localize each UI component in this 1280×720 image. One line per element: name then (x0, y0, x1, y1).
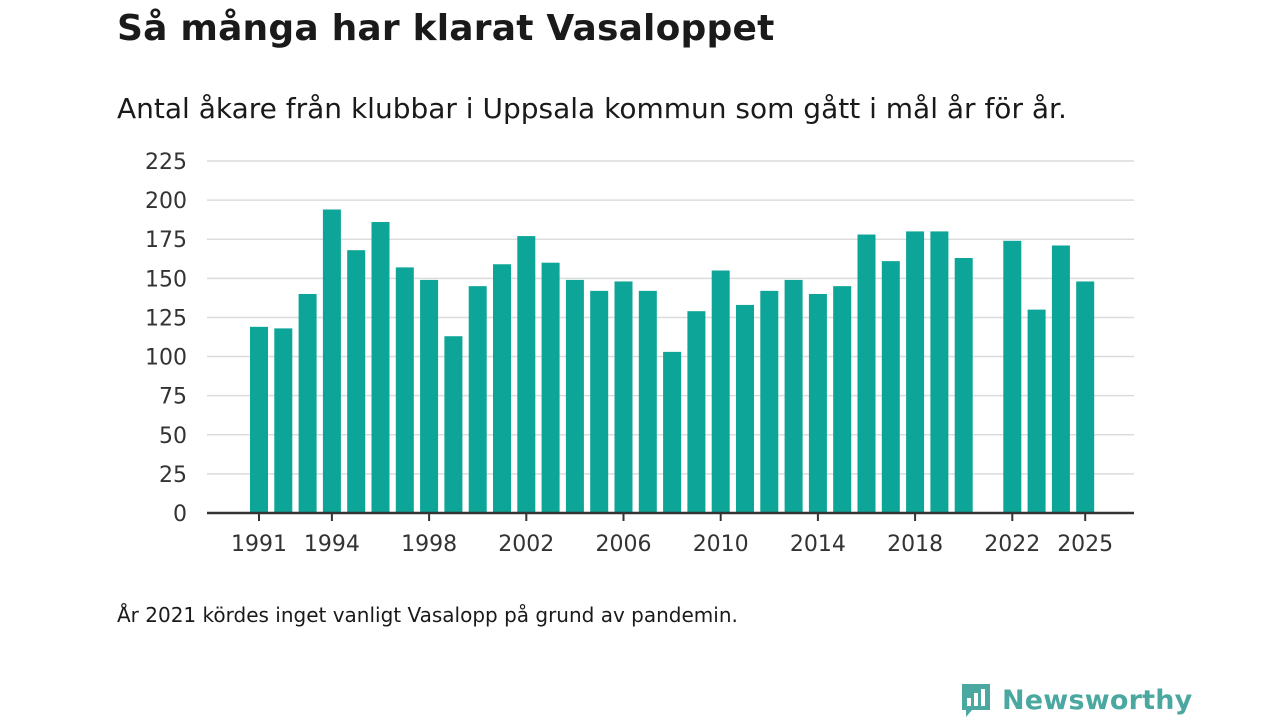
bar-1991 (250, 326, 268, 513)
bar-2013 (784, 279, 803, 513)
bar-2006 (614, 281, 633, 513)
y-tick-label: 125 (145, 306, 187, 331)
bar-1999 (444, 336, 463, 513)
bar-2005 (590, 290, 609, 513)
x-tick-label: 2002 (498, 532, 554, 557)
y-tick-label: 50 (159, 424, 187, 449)
x-tick-label: 1994 (304, 532, 360, 557)
bar-2007 (638, 290, 657, 513)
y-tick-label: 75 (159, 385, 187, 410)
bar-1996 (371, 222, 390, 513)
bar-2023 (1027, 309, 1046, 513)
bar-chart: 0 25 50 75 100 125 150 175 200 225 1991 1994 1998 20… (145, 150, 1134, 557)
bar-2008 (663, 351, 682, 513)
bar-2019 (930, 231, 949, 513)
x-tick-label: 2006 (596, 532, 652, 557)
bar-1994 (322, 209, 341, 513)
y-tick-label: 225 (145, 150, 187, 175)
bar-1997 (395, 267, 414, 513)
x-tick-label: 2025 (1057, 532, 1113, 557)
x-axis-ticks: 1991 1994 1998 2002 2006 2010 2014 2018 2022 2025 (231, 513, 1113, 557)
newsworthy-logo: Newsworthy (960, 680, 1192, 720)
bar-1998 (420, 279, 439, 513)
bar-chart-logo-icon (962, 684, 990, 717)
bar-2003 (541, 262, 560, 513)
y-tick-label: 200 (145, 189, 187, 214)
y-tick-label: 175 (145, 228, 187, 253)
y-axis-ticks: 0 25 50 75 100 125 150 175 200 225 (145, 150, 187, 527)
footnote: År 2021 kördes inget vanligt Vasalopp på… (117, 603, 738, 627)
bar-2012 (760, 290, 779, 513)
chart-subtitle: Antal åkare från klubbar i Uppsala kommu… (117, 92, 1067, 125)
x-tick-label: 2010 (693, 532, 749, 557)
bar-2024 (1051, 245, 1070, 514)
bar-2002 (517, 236, 536, 514)
y-tick-label: 0 (173, 502, 187, 527)
x-tick-label: 2022 (984, 532, 1040, 557)
bar-2020 (954, 257, 973, 513)
bar-2011 (736, 304, 754, 513)
bar-2025 (1076, 281, 1095, 513)
bar-2016 (857, 234, 876, 514)
bar-2001 (493, 264, 511, 513)
y-tick-label: 100 (145, 346, 187, 371)
y-tick-label: 25 (159, 463, 187, 488)
x-tick-label: 2014 (790, 532, 846, 557)
bar-2014 (808, 293, 827, 513)
bar-2000 (468, 286, 487, 513)
chart-title: Så många har klarat Vasaloppet (117, 8, 775, 49)
bar-2022 (1003, 240, 1022, 513)
bar-2015 (833, 286, 852, 513)
bar-2017 (881, 261, 900, 513)
bar-1992 (274, 328, 293, 513)
brand-name: Newsworthy (1002, 684, 1193, 716)
bar-2018 (906, 231, 925, 513)
bar-2004 (565, 279, 584, 513)
x-tick-label: 1998 (401, 532, 457, 557)
x-tick-label: 2018 (887, 532, 943, 557)
bar-1993 (298, 293, 317, 513)
bar-2010 (711, 270, 730, 513)
bars (250, 209, 1095, 514)
y-tick-label: 150 (145, 267, 187, 292)
bar-2009 (687, 311, 706, 513)
x-tick-label: 1991 (231, 532, 287, 557)
bar-1995 (347, 250, 366, 513)
